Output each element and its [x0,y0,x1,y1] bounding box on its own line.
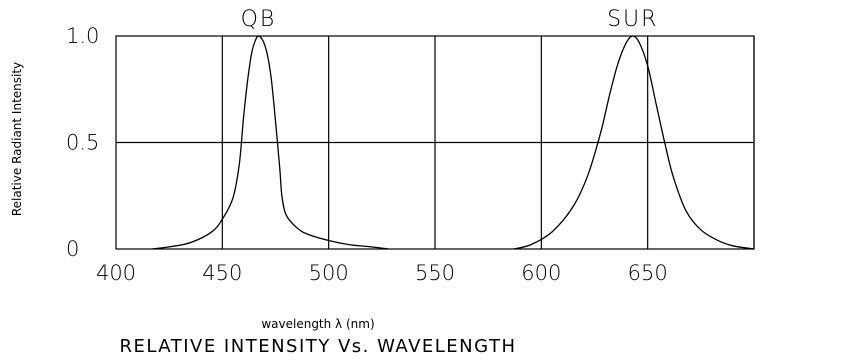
spectrum-curve-2 [513,35,755,250]
peak-label-layer: QB SUR [241,7,658,32]
peak-label: QB [241,7,277,32]
tick-layer: 400 450 500 550 600 650 0 0.5 1.0 [66,24,668,285]
chart-title: RELATIVE INTENSITY Vs. WAVELENGTH [119,336,516,357]
plot-frame [115,35,755,250]
y-axis-label: Relative Radiant Intensity [10,62,24,216]
x-tick-label: 550 [415,261,455,285]
x-tick-label: 400 [96,261,136,285]
x-tick-label: 650 [628,261,668,285]
x-tick-label: 450 [202,261,242,285]
x-axis-label: wavelength λ (nm) [261,317,374,331]
curve-layer [152,35,755,250]
y-tick-label: 0 [66,237,79,261]
peak-label: SUR [607,7,658,32]
spectrum-curve-1 [152,35,389,250]
y-tick-label: 1.0 [66,24,99,48]
x-tick-label: 600 [521,261,561,285]
grid-layer [116,36,755,249]
x-tick-label: 500 [309,261,349,285]
y-tick-label: 0.5 [66,131,99,155]
